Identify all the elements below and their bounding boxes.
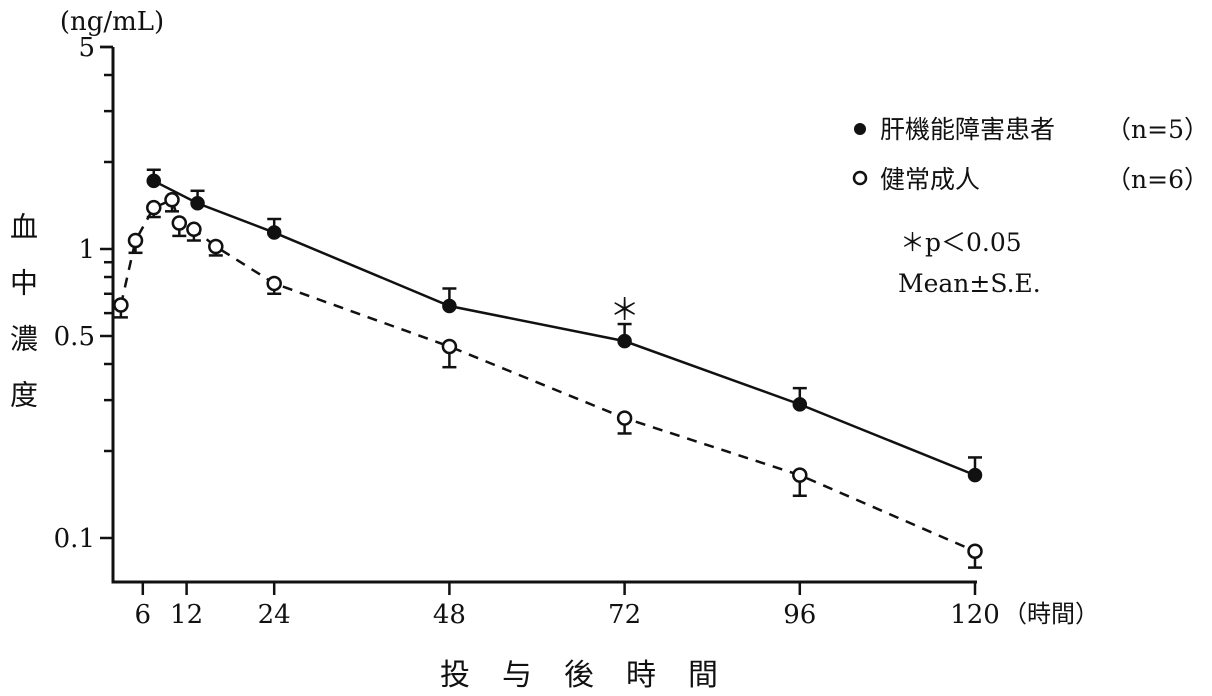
axes: 5 1 0.5 0.1 6 12 24 48 72 96 120 <box>54 33 1000 630</box>
legend-label-healthy: 健常成人 <box>880 165 980 194</box>
data-point <box>146 199 162 216</box>
legend-n-hepatic: （n=5） <box>1106 115 1209 144</box>
y-tick-label: 0.5 <box>54 322 95 352</box>
y-tick-label: 0.1 <box>54 524 95 554</box>
y-axis-label: 血中濃度 <box>6 212 39 436</box>
data-point <box>171 215 188 231</box>
data-point <box>266 275 282 292</box>
y-unit-label: (ng/mL) <box>60 7 164 37</box>
data-point <box>792 397 808 412</box>
significance-asterisk: ＊ <box>610 293 640 328</box>
data-point <box>190 195 205 211</box>
y-tick-label: 5 <box>78 33 95 63</box>
data-point <box>127 232 144 249</box>
data-point <box>616 410 633 426</box>
data-point <box>617 333 632 349</box>
stat-note: Mean±S.E. <box>898 269 1041 298</box>
data-point <box>967 543 983 559</box>
pvalue-note: ＊p＜0.05 <box>900 228 1022 257</box>
data-point <box>441 338 458 355</box>
data-point <box>113 297 129 313</box>
x-unit-label: （時間） <box>1003 600 1099 628</box>
legend-label-hepatic: 肝機能障害患者 <box>880 115 1055 144</box>
data-point <box>266 225 282 240</box>
x-tick-label: 48 <box>433 600 466 630</box>
x-tick-label: 6 <box>135 600 152 630</box>
x-tick-label: 72 <box>608 600 641 630</box>
data-point <box>164 192 180 208</box>
legend-marker-healthy <box>852 170 868 186</box>
y-tick-label: 1 <box>78 235 95 265</box>
series-line-0 <box>153 179 976 477</box>
data-point <box>146 173 161 189</box>
series-layer <box>113 168 983 569</box>
legend-marker-hepatic <box>854 123 866 135</box>
data-point <box>967 467 983 483</box>
x-tick-label: 96 <box>783 600 816 630</box>
x-axis-label: 投与後時間 <box>440 658 750 693</box>
x-tick-label: 120 <box>950 600 1000 630</box>
legend-n-healthy: （n=6） <box>1106 165 1209 194</box>
legend: 肝機能障害患者 （n=5） 健常成人 （n=6） ＊p＜0.05 Mean±S.… <box>852 115 1209 298</box>
data-point <box>186 221 202 238</box>
data-point <box>442 298 457 314</box>
x-tick-label: 12 <box>170 600 203 630</box>
series-line-1 <box>119 198 976 553</box>
data-point <box>792 467 808 483</box>
data-point <box>208 238 224 255</box>
x-tick-label: 24 <box>258 600 291 630</box>
